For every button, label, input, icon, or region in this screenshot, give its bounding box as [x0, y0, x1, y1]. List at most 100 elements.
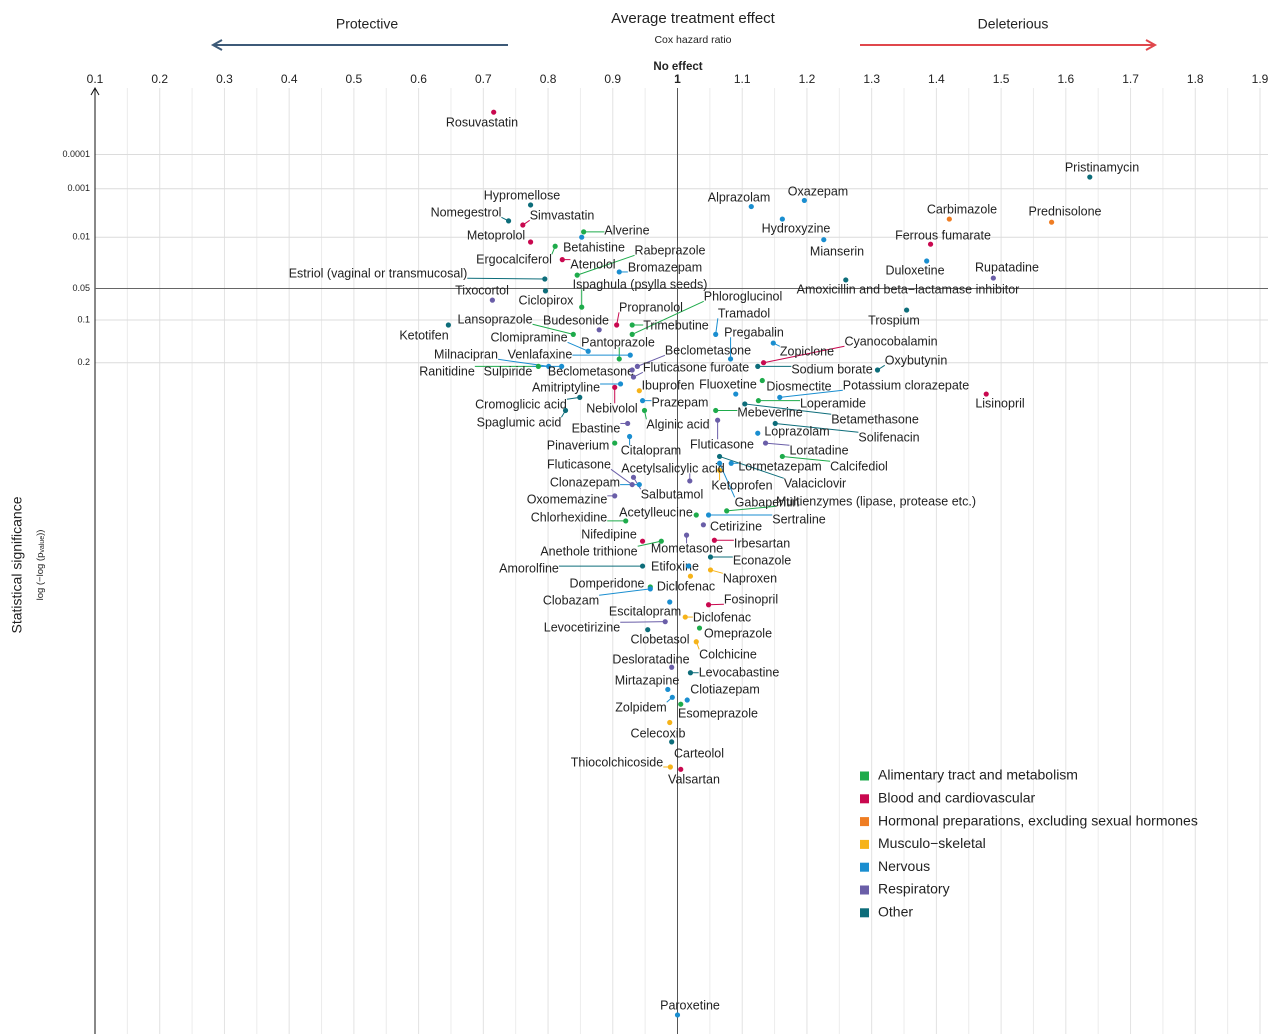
- point-label: Ebastine: [572, 421, 621, 435]
- legend-label: Other: [878, 904, 913, 920]
- point: [627, 352, 633, 358]
- point: [581, 229, 587, 235]
- point-label: Venlafaxine: [508, 347, 573, 361]
- point-label: Lansoprazole: [457, 312, 532, 326]
- point: [612, 384, 618, 390]
- x-tick-label: 0.8: [540, 72, 557, 86]
- legend: Alimentary tract and metabolism Blood and…: [860, 767, 1198, 920]
- point: [687, 573, 694, 579]
- points: Alverine Rabeprazole Ergocalciferol Ispaghu…: [289, 109, 1139, 1018]
- point: [990, 275, 996, 281]
- point-label: Gabapentin: [735, 495, 800, 509]
- point: [755, 430, 761, 436]
- point: [874, 367, 881, 373]
- point: [574, 272, 580, 278]
- point: [639, 398, 646, 404]
- point: [585, 348, 591, 354]
- x-tick-label: 1.1: [734, 72, 751, 86]
- point-label: Alginic acid: [646, 417, 709, 431]
- point-label: Betamethasone: [831, 412, 919, 426]
- grid: [94, 88, 1268, 1034]
- x-tick-label: 1.7: [1122, 72, 1139, 86]
- point: [755, 398, 762, 404]
- point-label: Clomipramine: [490, 330, 567, 344]
- point-label: Pregabalin: [724, 325, 784, 339]
- point: [983, 391, 989, 397]
- x-tick-label: 0.3: [216, 72, 233, 86]
- point: [724, 508, 730, 514]
- point: [683, 532, 690, 538]
- leader-line: [779, 389, 843, 398]
- point-label: Phloroglucinol: [704, 289, 783, 303]
- point-label: Valsartan: [668, 772, 720, 786]
- x-tick-label: 1.9: [1252, 72, 1268, 86]
- y-tick-label: 0.2: [77, 357, 90, 367]
- point-label: Simvastatin: [530, 208, 595, 222]
- legend-swatch: [860, 771, 869, 781]
- point-label: Fluticasone: [690, 437, 754, 451]
- y-tick-label: 0.001: [67, 183, 90, 193]
- chart-title: Average treatment effect: [611, 10, 776, 27]
- reference-lines: [95, 88, 1268, 1034]
- point-label: Nomegestrol: [431, 205, 502, 219]
- protective-arrow: [210, 39, 508, 51]
- point-label: Hydroxyzine: [762, 221, 831, 235]
- point-label: Fosinopril: [724, 592, 778, 606]
- point-label: Duloxetine: [885, 263, 944, 277]
- point-label: Atenolol: [570, 257, 615, 271]
- x-tick-label: 1.8: [1187, 72, 1204, 86]
- point: [629, 367, 635, 373]
- point-label: Naproxen: [723, 571, 777, 585]
- point-label: Carteolol: [674, 746, 724, 760]
- legend-label: Blood and cardiovascular: [878, 790, 1036, 806]
- point: [667, 764, 673, 770]
- point: [617, 381, 624, 387]
- point: [527, 202, 534, 208]
- legend-label: Musculo−skeletal: [878, 835, 986, 851]
- point-label: Beclometasone: [548, 364, 634, 378]
- legend-label: Hormonal preparations, excluding sexual …: [878, 812, 1198, 828]
- protective-note: Protective: [336, 16, 398, 32]
- point: [772, 420, 778, 427]
- point: [546, 363, 552, 369]
- point-label: Loprazolam: [764, 424, 829, 438]
- point: [520, 222, 526, 228]
- point: [843, 277, 849, 283]
- point-label: Budesonide: [543, 313, 609, 327]
- point-label: Esomeprazole: [678, 706, 758, 720]
- legend-swatch: [860, 862, 869, 872]
- point: [713, 407, 719, 414]
- point: [687, 670, 694, 676]
- point-label: Trimebutine: [643, 318, 709, 332]
- point-label: Ciclopirox: [519, 293, 575, 307]
- point-label: Prednisolone: [1029, 204, 1102, 218]
- point-label: Thiocolchicoside: [571, 755, 663, 769]
- legend-label: Alimentary tract and metabolism: [878, 767, 1078, 783]
- y-note-sub: value: [39, 536, 46, 553]
- point-label: Levocetirizine: [544, 620, 620, 634]
- point: [669, 739, 675, 745]
- point-label: Carbimazole: [927, 202, 997, 216]
- point-label: Estriol (vaginal or transmucosal): [289, 266, 468, 280]
- x-tick-label: 0.9: [604, 72, 621, 86]
- y-axis-note: log (−log (pvalue)): [35, 530, 46, 601]
- point-label: Mianserin: [810, 244, 864, 258]
- point-label: Loratadine: [789, 443, 848, 457]
- leader-line: [620, 621, 666, 623]
- point-label: Amoxicillin and beta−lactamase inhibitor: [797, 282, 1020, 296]
- point-label: Ferrous fumarate: [895, 228, 991, 242]
- point: [685, 563, 692, 569]
- x-tick-label: 0.6: [410, 72, 427, 86]
- point: [625, 420, 631, 427]
- point: [667, 599, 673, 605]
- point-label: Pinaverium: [547, 438, 610, 452]
- point-label: Ketotifen: [399, 328, 448, 342]
- point: [662, 619, 668, 625]
- point: [614, 322, 620, 328]
- point-label: Paroxetine: [660, 998, 720, 1012]
- point: [742, 401, 748, 407]
- point: [678, 701, 684, 707]
- point: [570, 331, 576, 337]
